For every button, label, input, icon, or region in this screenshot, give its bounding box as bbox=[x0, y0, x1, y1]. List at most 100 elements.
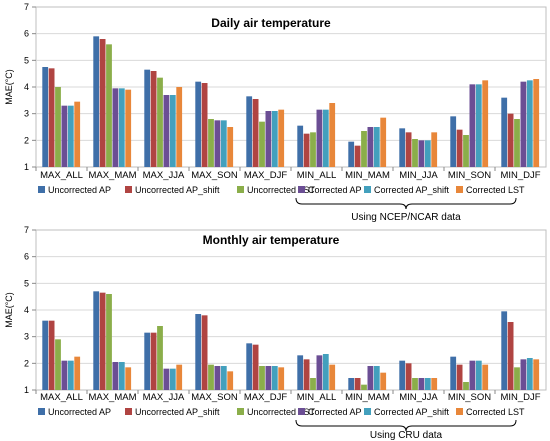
legend-swatch bbox=[125, 186, 132, 193]
bar-corrected-ap-shift-max-son bbox=[220, 120, 227, 167]
x-tick-label: MAX_MAM bbox=[88, 170, 136, 181]
bar-corrected-ap-shift-max-all bbox=[67, 105, 74, 167]
legend-swatch bbox=[364, 186, 371, 193]
bar-uncorrected-ap-max-jja bbox=[144, 69, 151, 167]
x-tick-label: MIN_SON bbox=[448, 392, 491, 403]
legend-swatch bbox=[298, 408, 305, 415]
bar-uncorrected-lst-min-son bbox=[463, 382, 469, 390]
legend-swatch bbox=[456, 408, 463, 415]
bar-corrected-ap-shift-max-all bbox=[67, 360, 74, 390]
bar-uncorrected-lst-max-all bbox=[55, 339, 61, 390]
bar-uncorrected-ap-min-djf bbox=[501, 311, 508, 390]
x-tick-label: MIN_JJA bbox=[399, 392, 438, 403]
bar-uncorrected-lst-max-jja bbox=[157, 326, 163, 390]
bar-corrected-lst-min-mam bbox=[380, 372, 387, 390]
bar-uncorrected-ap-max-mam bbox=[93, 36, 100, 168]
y-tick-label: 7 bbox=[24, 2, 29, 12]
legend-swatch bbox=[298, 186, 305, 193]
x-tick-label: MAX_JJA bbox=[143, 170, 185, 181]
x-tick-label: MAX_DJF bbox=[244, 170, 287, 181]
y-tick-label: 1 bbox=[24, 162, 29, 172]
legend-label: Uncorrected LST bbox=[247, 185, 316, 195]
x-tick-label: MIN_MAM bbox=[345, 392, 390, 403]
legend-swatch bbox=[125, 408, 132, 415]
legend-label: Corrected AP_shift bbox=[374, 407, 450, 417]
bracket bbox=[295, 419, 517, 432]
x-tick-label: MAX_DJF bbox=[244, 392, 287, 403]
bar-uncorrected-ap-shift-max-djf bbox=[252, 99, 259, 167]
legend-label: Corrected AP bbox=[308, 185, 362, 195]
bracket bbox=[295, 197, 517, 210]
bar-corrected-ap-shift-max-djf bbox=[271, 111, 278, 167]
bar-corrected-ap-min-mam bbox=[367, 366, 374, 390]
chart-panel-2: 1 2 3 4 5 6 7 MAE(°C) Monthly air temperature MAX… bbox=[4, 225, 547, 441]
y-tick-label: 6 bbox=[24, 29, 29, 39]
bar-corrected-ap-max-all bbox=[61, 105, 68, 167]
bar-uncorrected-ap-shift-min-djf bbox=[507, 322, 514, 390]
chart-title: Daily air temperature bbox=[211, 16, 331, 30]
bar-uncorrected-ap-shift-min-jja bbox=[405, 363, 412, 390]
bar-corrected-ap-min-son bbox=[469, 360, 476, 390]
bar-corrected-ap-max-mam bbox=[112, 362, 119, 390]
bar-corrected-ap-shift-min-djf bbox=[526, 358, 533, 390]
bar-corrected-ap-max-djf bbox=[265, 111, 272, 167]
bar-uncorrected-ap-shift-min-jja bbox=[405, 132, 412, 167]
bar-uncorrected-ap-min-jja bbox=[399, 360, 406, 390]
bar-uncorrected-ap-shift-min-mam bbox=[354, 145, 361, 167]
y-tick-label: 2 bbox=[24, 135, 29, 145]
x-tick-label: MAX_JJA bbox=[143, 392, 185, 403]
bar-uncorrected-ap-shift-max-son bbox=[201, 83, 208, 167]
bar-corrected-ap-min-all bbox=[316, 355, 323, 390]
bar-uncorrected-ap-shift-min-all bbox=[303, 359, 310, 390]
x-tick-label: MIN_DJF bbox=[500, 392, 540, 403]
x-tick-label: MAX_SON bbox=[191, 392, 238, 403]
bar-corrected-lst-min-djf bbox=[533, 359, 540, 390]
bar-uncorrected-lst-max-all bbox=[55, 87, 61, 167]
bar-uncorrected-lst-min-djf bbox=[514, 119, 520, 167]
bar-corrected-lst-max-all bbox=[74, 356, 81, 390]
bar-corrected-ap-min-son bbox=[469, 84, 476, 167]
bar-uncorrected-ap-max-jja bbox=[144, 332, 151, 390]
bar-corrected-ap-shift-min-mam bbox=[373, 127, 380, 167]
bar-corrected-ap-shift-max-mam bbox=[118, 88, 125, 167]
bar-corrected-ap-shift-min-jja bbox=[424, 140, 431, 167]
bar-uncorrected-lst-min-jja bbox=[412, 139, 418, 167]
bar-uncorrected-ap-shift-max-djf bbox=[252, 344, 259, 390]
bar-uncorrected-ap-max-son bbox=[195, 81, 202, 167]
x-tick-label: MIN_ALL bbox=[297, 392, 337, 403]
legend-label: Corrected LST bbox=[466, 185, 525, 195]
x-tick-label: MAX_ALL bbox=[40, 170, 83, 181]
y-tick-label: 5 bbox=[24, 55, 29, 65]
bar-corrected-ap-shift-max-son bbox=[220, 366, 227, 390]
bar-corrected-ap-shift-min-all bbox=[322, 109, 329, 167]
y-axis-label: MAE(°C) bbox=[4, 69, 14, 105]
bar-corrected-lst-max-mam bbox=[125, 367, 132, 390]
bar-corrected-lst-max-son bbox=[227, 127, 234, 167]
x-tick-label: MIN_DJF bbox=[500, 170, 540, 181]
bar-corrected-ap-shift-min-mam bbox=[373, 366, 380, 390]
data-source-label: Using CRU data bbox=[370, 430, 443, 441]
bar-corrected-lst-min-jja bbox=[431, 378, 438, 390]
bar-uncorrected-ap-shift-max-mam bbox=[99, 39, 106, 167]
bar-uncorrected-ap-shift-min-djf bbox=[507, 113, 514, 167]
bar-uncorrected-ap-min-djf bbox=[501, 97, 508, 167]
bar-corrected-ap-shift-min-son bbox=[475, 360, 482, 390]
bar-uncorrected-lst-max-mam bbox=[106, 44, 112, 168]
bar-uncorrected-ap-max-son bbox=[195, 314, 202, 390]
bar-uncorrected-lst-min-all bbox=[310, 378, 316, 390]
chart-title: Monthly air temperature bbox=[203, 233, 340, 247]
bar-corrected-ap-max-djf bbox=[265, 366, 272, 390]
bar-uncorrected-ap-shift-min-son bbox=[456, 364, 463, 390]
bar-uncorrected-lst-min-djf bbox=[514, 367, 520, 390]
bar-uncorrected-ap-shift-max-all bbox=[48, 68, 55, 167]
bar-corrected-ap-min-jja bbox=[418, 140, 425, 167]
bar-corrected-ap-max-son bbox=[214, 120, 221, 167]
y-tick-label: 6 bbox=[24, 252, 29, 262]
bar-corrected-lst-min-djf bbox=[533, 79, 540, 167]
legend-swatch bbox=[456, 186, 463, 193]
x-tick-label: MAX_MAM bbox=[88, 392, 136, 403]
bar-uncorrected-ap-max-djf bbox=[246, 343, 253, 390]
bar-uncorrected-ap-min-all bbox=[297, 355, 304, 390]
bar-corrected-lst-max-djf bbox=[278, 367, 285, 390]
